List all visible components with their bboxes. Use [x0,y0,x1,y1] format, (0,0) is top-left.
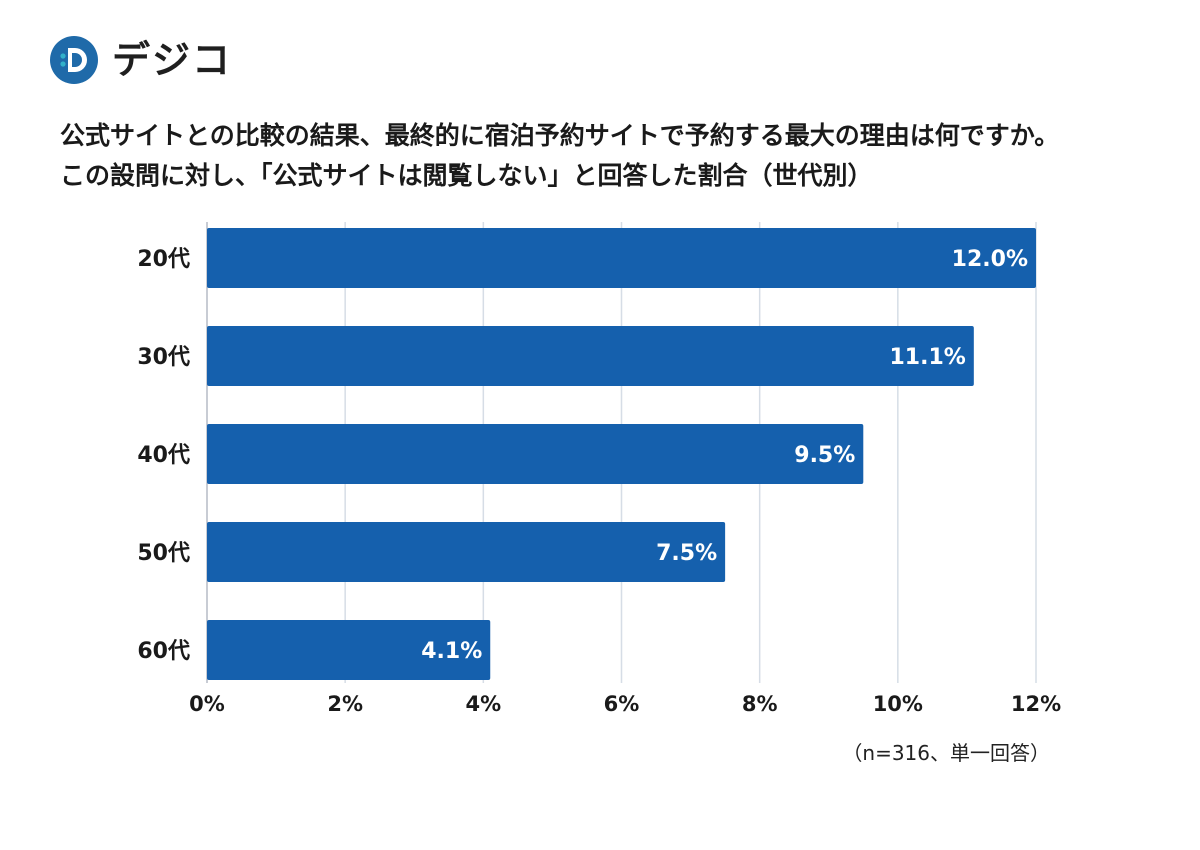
category-label: 20代 [137,247,190,272]
x-tick-label: 0% [189,692,225,716]
bar [207,522,726,582]
category-label: 40代 [137,443,190,468]
x-tick-label: 8% [742,692,778,716]
x-tick-label: 10% [873,692,923,716]
bar [207,228,1036,288]
chart-title-line-2: この設問に対し、「公式サイトは閲覧しない」と回答した割合（世代別） [60,161,873,190]
data-label: 9.5% [794,443,855,468]
brand-logo: デジコ [48,34,232,86]
x-tick-label: 12% [1011,692,1061,716]
bar [207,620,491,680]
bar [207,424,864,484]
category-label: 30代 [137,345,190,370]
digico-d-logo-icon [50,36,98,84]
x-tick-label: 4% [466,692,502,716]
data-label: 11.1% [889,345,965,370]
brand-name: デジコ [112,38,233,82]
category-label: 50代 [137,541,190,566]
chart-title: 公式サイトとの比較の結果、最終的に宿泊予約サイトで予約する最大の理由は何ですか。… [60,116,1160,196]
data-label: 4.1% [421,639,482,664]
category-label: 60代 [137,639,190,664]
sample-size-note: （n=316、単一回答） [842,741,1050,765]
x-tick-label: 6% [604,692,640,716]
data-label: 12.0% [952,247,1028,272]
data-label: 7.5% [656,541,717,566]
x-tick-label: 2% [327,692,363,716]
chart-title-line-1: 公式サイトとの比較の結果、最終的に宿泊予約サイトで予約する最大の理由は何ですか。 [60,121,1060,150]
bar [207,326,974,386]
